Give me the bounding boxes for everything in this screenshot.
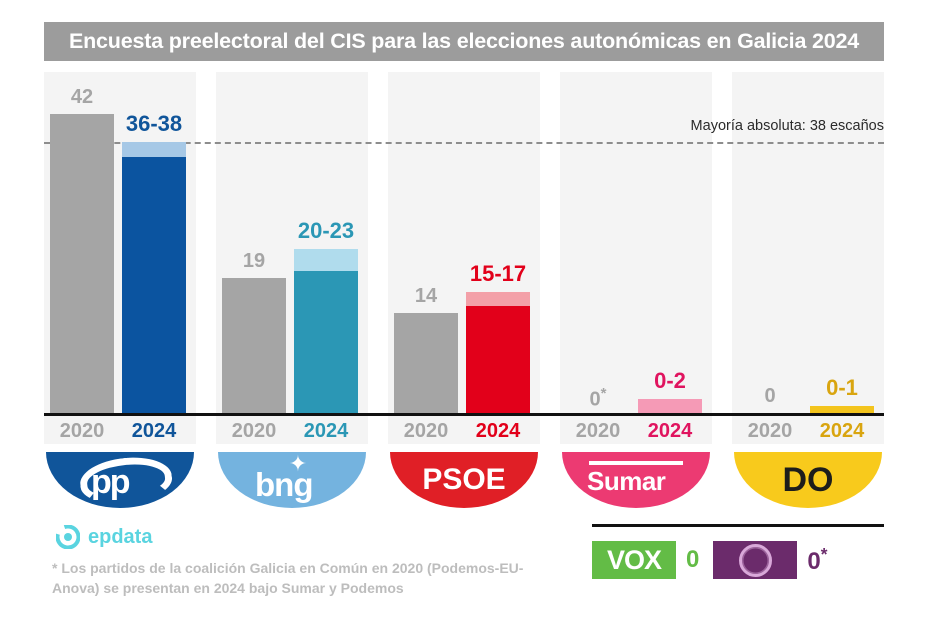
value-2020-sumar: 0*: [589, 385, 607, 411]
value-2024-pp: 36-38: [125, 111, 183, 137]
podemos-logo: [713, 541, 798, 579]
axis-baseline: [44, 413, 884, 416]
vox-logo: VOX: [592, 541, 676, 579]
party-panel-bg: [560, 72, 712, 444]
party-logo-sumar: Sumar: [562, 452, 710, 508]
sumar-letters: Sumar: [587, 466, 666, 496]
vox-seats: 0: [686, 546, 700, 573]
year-label-2020-bng: 2020: [231, 420, 277, 442]
legend-item-podemos: 0*: [713, 541, 827, 579]
value-2020-do: 0: [764, 385, 776, 407]
bng-letters: bng: [255, 466, 313, 503]
party-logo-do: DO: [734, 452, 882, 508]
year-label-2024-do: 2024: [819, 420, 865, 442]
bar-2024-sumar: [638, 398, 702, 413]
party-logo-text-psoe: PSOE: [422, 463, 506, 496]
bar-2024-solid-pp: [122, 156, 186, 413]
value-2024-sumar: 0-2: [654, 367, 686, 393]
bar-2020-pp: [50, 113, 114, 413]
bar-group-do: 0 0-1 2020 2024: [732, 72, 884, 444]
party-logo-psoe: PSOE: [390, 452, 538, 508]
year-label-2024-sumar: 2024: [647, 420, 693, 442]
year-label-2020-pp: 2020: [59, 420, 105, 442]
party-logo-text-do: DO: [782, 461, 834, 499]
podemos-circle-icon: [738, 543, 772, 577]
value-2024-do: 0-1: [826, 374, 858, 400]
epdata-donut-icon: [55, 524, 81, 550]
bar-2024-psoe: [466, 291, 530, 413]
bar-2024-range-pp: [122, 142, 186, 157]
bar-2024-do: [810, 405, 874, 413]
majority-threshold-line: [44, 142, 884, 145]
bar-2020-bng: [222, 277, 286, 413]
bar-2024-range-sumar: [638, 398, 702, 413]
bng-mark: ✦ bng: [237, 452, 347, 505]
year-label-2020-sumar: 2020: [575, 420, 621, 442]
epdata-brand: epdata: [55, 524, 153, 550]
bar-2024-solid-psoe: [466, 306, 530, 413]
bar-2024-range-psoe: [466, 291, 530, 307]
chart-area: Mayoría absoluta: 38 escaños 42 36-38 2020…: [0, 72, 928, 522]
bar-group-psoe: 14 15-17 2020 2024: [388, 72, 540, 444]
value-2020-pp: 42: [70, 85, 94, 108]
bar-2024-range-do: [810, 405, 874, 413]
party-panel-bg: [732, 72, 884, 444]
bar-2020-psoe: [394, 313, 458, 413]
legend-item-vox: VOX 0: [592, 541, 699, 579]
party-logo-pp: pp: [46, 452, 194, 508]
year-label-2020-do: 2020: [747, 420, 793, 442]
year-label-2024-psoe: 2024: [475, 420, 521, 442]
sumar-mark: Sumar: [583, 459, 689, 501]
year-label-2024-pp: 2024: [131, 420, 177, 442]
bar-2024-pp: [122, 142, 186, 413]
bar-2024-range-bng: [294, 249, 358, 271]
legend-divider: [592, 524, 884, 527]
majority-threshold-label: Mayoría absoluta: 38 escaños: [690, 118, 884, 135]
bar-group-bng: 19 20-23 2020 2024: [216, 72, 368, 444]
page-title: Encuesta preelectoral del CIS para las e…: [68, 29, 860, 53]
bar-group-pp: 42 36-38 2020 2024: [44, 72, 196, 444]
bar-2024-bng: [294, 249, 358, 413]
party-logo-bng: ✦ bng: [218, 452, 366, 508]
value-2020-bng: 19: [242, 249, 266, 272]
year-label-2024-bng: 2024: [303, 420, 349, 442]
bar-2024-solid-bng: [294, 270, 358, 413]
chart-title-bar: Encuesta preelectoral del CIS para las e…: [44, 22, 884, 61]
podemos-seats: 0*: [807, 544, 828, 575]
extra-parties-legend: VOX 0 0*: [592, 524, 892, 579]
bng-star-icon: ✦: [288, 452, 308, 476]
pp-letters: pp: [91, 463, 131, 501]
footnote-text: * Los partidos de la coalición Galicia e…: [52, 560, 524, 596]
value-2020-psoe: 14: [414, 285, 438, 308]
bar-group-sumar: 0* 0-2 2020 2024: [560, 72, 712, 444]
sumar-underline-icon: [589, 461, 683, 465]
epdata-label: epdata: [88, 525, 153, 548]
year-label-2020-psoe: 2020: [403, 420, 449, 442]
value-2024-bng: 20-23: [297, 218, 355, 244]
pp-mark: pp: [74, 453, 175, 507]
value-2024-psoe: 15-17: [469, 260, 527, 286]
